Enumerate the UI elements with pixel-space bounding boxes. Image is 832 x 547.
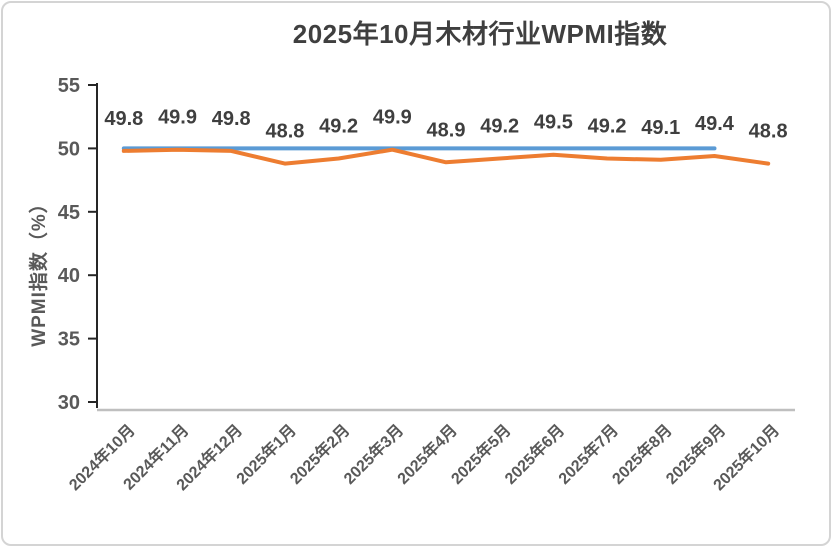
data-label-2025年7月: 49.2 (588, 116, 627, 138)
series-line-wpmi_index (121, 147, 771, 166)
data-label-2024年10月: 49.8 (104, 108, 143, 130)
data-label-2025年4月: 48.9 (427, 119, 466, 141)
data-label-2025年3月: 49.9 (373, 107, 412, 129)
y-tick-label-55: 55 (58, 75, 80, 97)
data-label-2024年11月: 49.9 (158, 107, 197, 129)
data-label-2025年5月: 49.2 (480, 116, 519, 138)
chart-title: 2025年10月木材行业WPMI指数 (292, 19, 668, 49)
y-tick-label-50: 50 (58, 138, 80, 160)
y-tick-label-30: 30 (58, 392, 80, 414)
data-label-2025年8月: 49.1 (641, 117, 680, 139)
y-tick-label-35: 35 (58, 329, 80, 351)
y-axis-title: WPMI指数（%） (27, 193, 50, 347)
y-tick-label-40: 40 (58, 265, 80, 287)
data-label-2025年2月: 49.2 (319, 116, 358, 138)
y-tick-label-45: 45 (58, 202, 80, 224)
data-label-2025年1月: 48.8 (265, 121, 304, 143)
data-label-2025年9月: 49.4 (695, 113, 735, 135)
data-label-2025年10月: 48.8 (749, 121, 788, 143)
data-label-2025年6月: 49.5 (534, 112, 573, 134)
data-label-2024年12月: 49.8 (212, 108, 251, 130)
